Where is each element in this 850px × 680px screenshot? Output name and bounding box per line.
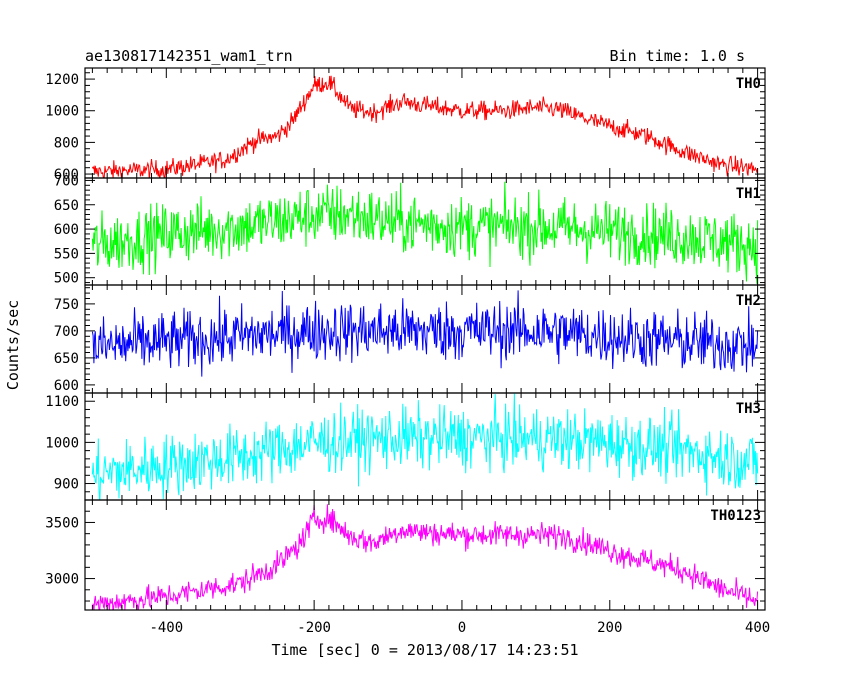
bin-time-label: Bin time: 1.0 s [610, 47, 745, 65]
series-line-th2 [91, 290, 759, 377]
series-line-th1 [91, 181, 759, 284]
panel-th2: 600 650 700 750 TH2 [54, 284, 766, 394]
y-tick-label: 1200 [45, 72, 79, 88]
y-tick-label: 3000 [45, 572, 79, 588]
panel-label: TH1 [736, 186, 761, 202]
y-tick-label: 1000 [45, 435, 79, 451]
panel-th1: 500 550 600 650 700 TH1 [54, 173, 766, 287]
y-tick-label: 650 [54, 198, 79, 214]
y-tick-label: 650 [54, 351, 79, 367]
y-tick-label: 3500 [45, 515, 79, 531]
x-axis-label: Time [sec] 0 = 2013/08/17 14:23:51 [271, 641, 578, 659]
panel-label: TH2 [736, 293, 761, 309]
y-tick-label: 700 [54, 324, 79, 340]
y-tick-label: 800 [54, 135, 79, 151]
y-tick-label: 600 [54, 378, 79, 394]
y-tick-label: 500 [54, 271, 79, 287]
y-tick-label: 750 [54, 297, 79, 313]
series-line-th3 [91, 393, 759, 500]
x-tick-labels: -400 -200 0 200 400 [149, 620, 770, 636]
y-tick-label: 700 [54, 173, 79, 189]
x-tick-label: -400 [149, 620, 183, 636]
panel-frame [84, 67, 766, 179]
series-line-th0123 [91, 504, 759, 610]
panels-group: 600 800 1000 1200 TH0 500 550 600 650 700 TH1 600 65… [45, 67, 770, 636]
panel-label: TH3 [736, 401, 761, 417]
y-tick-label: 1100 [45, 394, 79, 410]
panel-label: TH0123 [710, 508, 761, 524]
panel-th0: 600 800 1000 1200 TH0 [45, 67, 766, 183]
y-tick-label: 600 [54, 167, 79, 183]
chart-title: ae130817142351_wam1_trn [85, 47, 293, 65]
x-tick-label: 400 [745, 620, 770, 636]
y-tick-label: 550 [54, 246, 79, 262]
x-tick-label: -200 [297, 620, 331, 636]
y-tick-label: 900 [54, 477, 79, 493]
panel-th0123: 3000 3500 TH0123 [45, 499, 766, 611]
panel-frame [84, 499, 766, 611]
y-tick-label: 600 [54, 222, 79, 238]
y-axis-label: Counts/sec [4, 300, 22, 390]
panel-th3: 900 1000 1100 TH3 [45, 392, 766, 501]
y-tick-label: 1000 [45, 104, 79, 120]
x-tick-label: 200 [597, 620, 622, 636]
panel-label: TH0 [736, 76, 761, 92]
x-tick-label: 0 [458, 620, 466, 636]
series-line-th0 [91, 75, 759, 178]
